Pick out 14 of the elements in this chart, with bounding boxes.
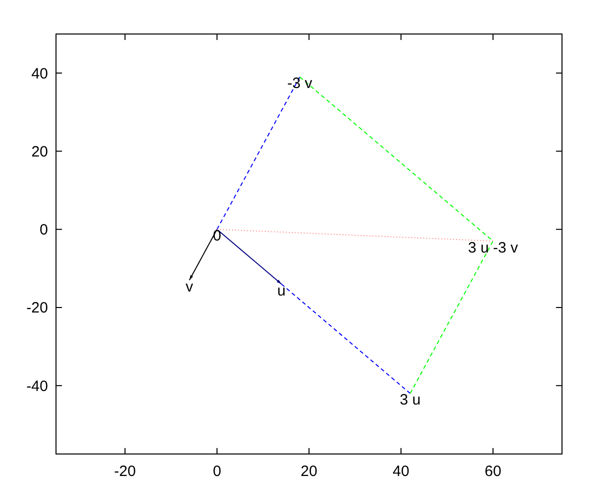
x-tick-label: -20 bbox=[114, 463, 136, 480]
x-tick-label: 20 bbox=[300, 463, 318, 480]
x-tick-label: 60 bbox=[484, 463, 502, 480]
y-tick-label: 0 bbox=[40, 222, 48, 239]
y-tick-label: 40 bbox=[31, 65, 48, 82]
annotation: 3 u bbox=[400, 392, 421, 409]
y-tick-label: 20 bbox=[31, 143, 48, 160]
y-tick-label: -20 bbox=[26, 300, 48, 317]
y-tick-label: -40 bbox=[26, 378, 48, 395]
annotation: u bbox=[277, 282, 286, 300]
x-tick-label: 40 bbox=[392, 463, 410, 480]
annotation: v bbox=[186, 278, 194, 296]
x-tick-label: 0 bbox=[212, 463, 222, 480]
annotation: 3 u -3 v bbox=[468, 239, 519, 256]
